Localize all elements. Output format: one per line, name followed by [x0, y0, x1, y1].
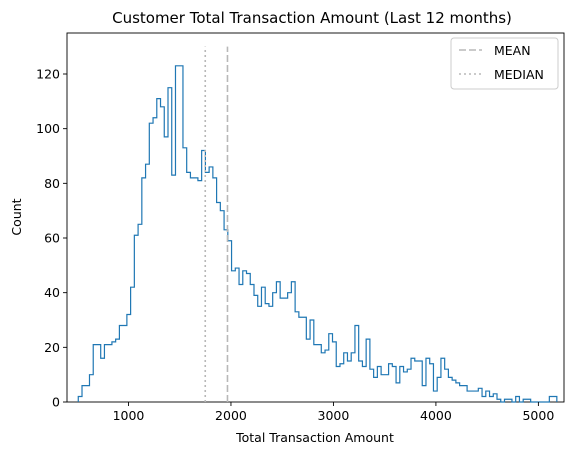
legend-mean-label: MEAN — [494, 43, 531, 58]
x-tick-label: 3000 — [318, 408, 350, 423]
y-tick-label: 0 — [52, 395, 60, 410]
x-axis-label: Total Transaction Amount — [235, 430, 394, 445]
x-tick-label: 5000 — [522, 408, 554, 423]
y-axis-label: Count — [9, 198, 24, 235]
x-tick-label: 4000 — [420, 408, 452, 423]
y-axis-ticks: 0 20 40 60 80 100 120 — [36, 67, 67, 410]
x-axis-ticks: 1000 2000 3000 4000 5000 — [113, 402, 554, 423]
y-tick-label: 60 — [44, 231, 60, 246]
y-tick-label: 100 — [36, 121, 60, 136]
legend: MEAN MEDIAN — [450, 37, 559, 90]
y-tick-label: 40 — [44, 285, 60, 300]
legend-median-label: MEDIAN — [494, 67, 544, 82]
histogram-step-series — [77, 65, 558, 403]
x-tick-label: 1000 — [113, 408, 145, 423]
plot-frame — [66, 32, 565, 403]
y-tick-label: 20 — [44, 340, 60, 355]
legend-box — [450, 37, 559, 90]
y-tick-label: 80 — [44, 176, 60, 191]
x-tick-label: 2000 — [215, 408, 247, 423]
plot-area — [66, 32, 565, 403]
y-tick-label: 120 — [36, 67, 60, 82]
chart-title: Customer Total Transaction Amount (Last … — [112, 9, 512, 27]
